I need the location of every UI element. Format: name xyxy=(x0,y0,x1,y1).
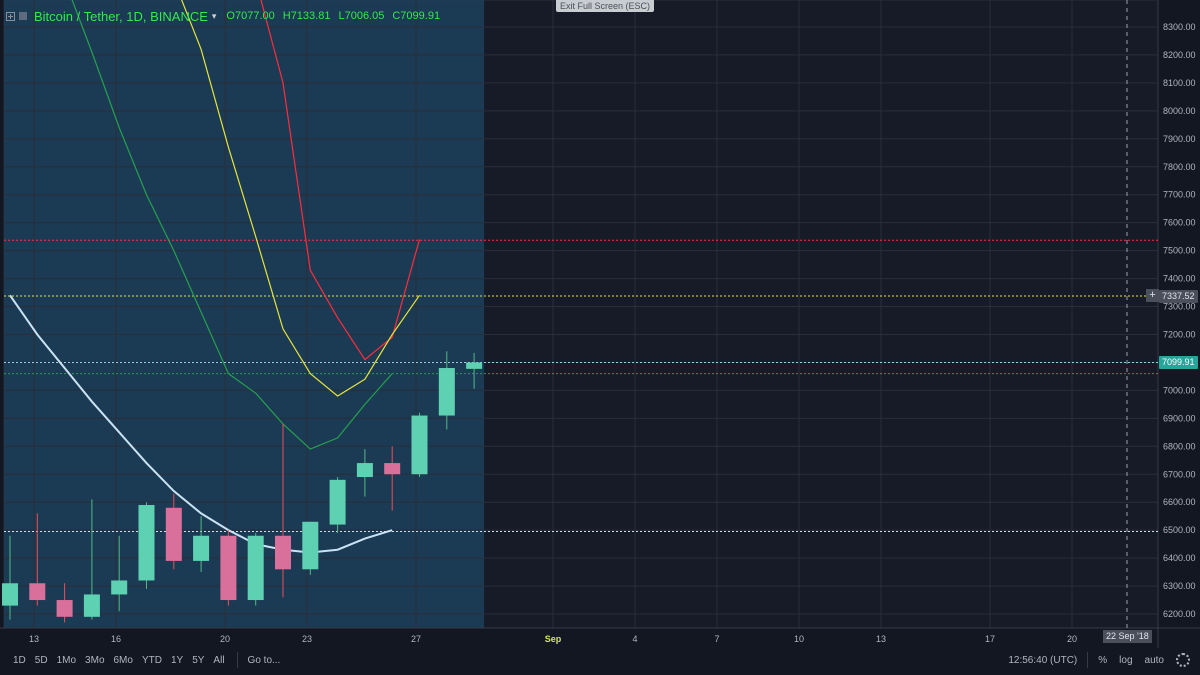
cursor-date-tag: 22 Sep '18 xyxy=(1103,630,1152,643)
indicator-line xyxy=(9,294,393,554)
symbol-label[interactable]: Bitcoin / Tether, 1D, BINANCE xyxy=(34,8,208,24)
chart-legend: Bitcoin / Tether, 1D, BINANCE ▾ O7077.00… xyxy=(6,8,448,24)
x-tick-label: 13 xyxy=(876,634,886,644)
timeframe-3mo[interactable]: 3Mo xyxy=(85,654,105,666)
candle-body xyxy=(411,415,428,475)
x-tick-label: 13 xyxy=(29,634,39,644)
candle-body xyxy=(356,463,373,478)
indicator-line xyxy=(71,0,393,450)
chevron-down-icon[interactable]: ▾ xyxy=(211,10,217,21)
y-tick-label: 7500.00 xyxy=(1163,246,1196,256)
high-value: H7133.81 xyxy=(282,10,331,22)
timeframe-5d[interactable]: 5D xyxy=(34,654,48,666)
close-value: C7099.91 xyxy=(392,10,441,22)
candle-body xyxy=(165,507,182,561)
low-value: L7006.05 xyxy=(338,10,385,22)
y-tick-label: 8200.00 xyxy=(1163,50,1196,60)
y-tick-label: 6500.00 xyxy=(1163,525,1196,535)
cursor-price-tag: 7337.52 xyxy=(1159,290,1198,303)
candle-body xyxy=(220,535,237,601)
candle-body xyxy=(111,580,128,595)
y-tick-label: 6300.00 xyxy=(1163,581,1196,591)
y-tick-label: 8000.00 xyxy=(1163,106,1196,116)
y-tick-label: 7000.00 xyxy=(1163,385,1196,395)
exit-fullscreen-button[interactable]: Exit Full Screen (ESC) xyxy=(556,0,655,12)
x-tick-label: 10 xyxy=(794,634,804,644)
y-tick-label: 8100.00 xyxy=(1163,78,1196,88)
candle-body xyxy=(275,535,291,570)
open-value: O7077.00 xyxy=(226,10,275,22)
x-tick-label: 17 xyxy=(985,634,995,644)
collapse-legend-icon[interactable] xyxy=(6,11,15,21)
percent-toggle[interactable]: % xyxy=(1098,654,1108,666)
x-tick-label: 27 xyxy=(411,634,421,644)
y-tick-label: 7400.00 xyxy=(1163,274,1196,284)
timeframe-1mo[interactable]: 1Mo xyxy=(56,654,77,666)
timeframe-all[interactable]: All xyxy=(213,654,225,666)
toolbar-divider xyxy=(236,652,238,668)
candle-body xyxy=(193,535,210,561)
candle-body xyxy=(247,535,264,601)
y-tick-label: 6700.00 xyxy=(1163,469,1196,479)
timeframe-5y[interactable]: 5Y xyxy=(192,654,205,666)
timeframe-1d[interactable]: 1D xyxy=(13,654,26,666)
y-tick-label: 6400.00 xyxy=(1163,553,1196,563)
bottom-toolbar: 1D 5D 1Mo 3Mo 6Mo YTD 1Y 5Y All Go to...… xyxy=(0,648,1200,672)
candle-body xyxy=(384,463,401,475)
x-tick-label: 23 xyxy=(302,634,312,644)
x-tick-label: Sep xyxy=(545,634,562,644)
y-tick-label: 7200.00 xyxy=(1163,329,1196,339)
y-tick-label: 7700.00 xyxy=(1163,190,1196,200)
goto-button[interactable]: Go to... xyxy=(247,654,281,666)
y-tick-label: 6200.00 xyxy=(1163,609,1196,619)
candle-body xyxy=(83,594,100,617)
candle-body xyxy=(29,583,46,601)
timeframe-ytd[interactable]: YTD xyxy=(141,654,162,666)
candle-body xyxy=(329,479,346,525)
y-tick-label: 6600.00 xyxy=(1163,497,1196,507)
legend-square-icon xyxy=(19,12,27,20)
y-tick-label: 6900.00 xyxy=(1163,413,1196,423)
x-tick-label: 4 xyxy=(632,634,637,644)
candle-body xyxy=(2,583,18,606)
y-tick-label: 7600.00 xyxy=(1163,218,1196,228)
timeframe-1y[interactable]: 1Y xyxy=(170,654,184,666)
add-alert-icon[interactable]: + xyxy=(1146,289,1159,302)
price-chart[interactable]: 6200.00 6300.00 6400.00 6500.00 6600.00 6700.… xyxy=(0,0,1200,648)
candle-body xyxy=(56,600,73,617)
gear-icon[interactable] xyxy=(1176,653,1190,667)
y-tick-label: 7900.00 xyxy=(1163,134,1196,144)
candle-body xyxy=(466,362,483,369)
utc-clock: 12:56:40 (UTC) xyxy=(1008,654,1078,666)
timeframe-6mo[interactable]: 6Mo xyxy=(113,654,133,666)
y-tick-label: 6800.00 xyxy=(1163,441,1196,451)
x-tick-label: 16 xyxy=(111,634,121,644)
log-toggle[interactable]: log xyxy=(1119,654,1133,666)
toolbar-divider-right xyxy=(1087,652,1089,668)
selection-range xyxy=(4,0,485,628)
candle-body xyxy=(302,521,319,570)
y-tick-label: 7300.00 xyxy=(1163,302,1196,312)
auto-toggle[interactable]: auto xyxy=(1144,654,1164,666)
candle-body xyxy=(438,368,455,416)
x-tick-label: 20 xyxy=(1067,634,1077,644)
x-tick-label: 7 xyxy=(714,634,719,644)
y-tick-label: 8300.00 xyxy=(1163,22,1196,32)
candle-body xyxy=(138,505,155,581)
y-tick-label: 7800.00 xyxy=(1163,162,1196,172)
x-tick-label: 20 xyxy=(220,634,230,644)
last-price-tag: 7099.91 xyxy=(1159,356,1198,369)
indicator-line xyxy=(181,0,420,397)
